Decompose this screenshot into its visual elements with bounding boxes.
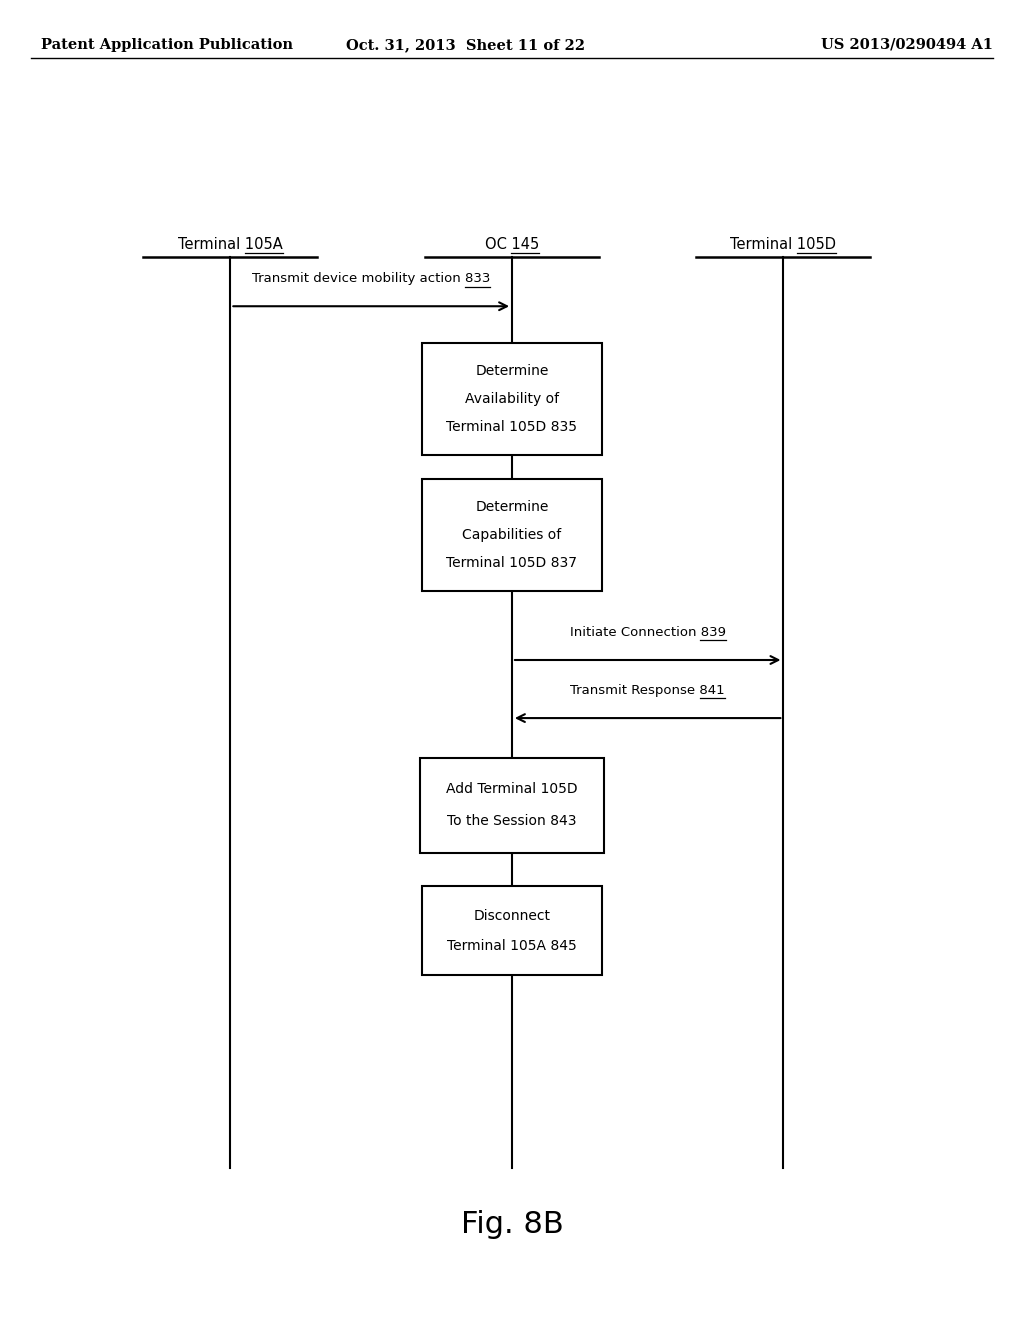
Bar (422, 886, 601, 975)
Text: Terminal 105D 837: Terminal 105D 837 (446, 556, 578, 570)
Text: Capabilities of: Capabilities of (463, 528, 561, 541)
Text: Terminal 105A 845: Terminal 105A 845 (447, 939, 577, 953)
Text: Transmit device mobility action 833: Transmit device mobility action 833 (252, 272, 490, 285)
Bar (422, 479, 601, 591)
Text: Determine: Determine (475, 499, 549, 513)
Text: To the Session 843: To the Session 843 (447, 814, 577, 828)
Text: Determine: Determine (475, 363, 549, 378)
Text: Transmit Response 841: Transmit Response 841 (570, 684, 725, 697)
Text: Add Terminal 105D: Add Terminal 105D (446, 783, 578, 796)
Text: Terminal 105A: Terminal 105A (178, 236, 283, 252)
Text: US 2013/0290494 A1: US 2013/0290494 A1 (821, 38, 993, 51)
Text: Initiate Connection 839: Initiate Connection 839 (569, 626, 726, 639)
Text: Terminal 105D: Terminal 105D (730, 236, 837, 252)
Text: Availability of: Availability of (465, 392, 559, 405)
Text: Fig. 8B: Fig. 8B (461, 1210, 563, 1239)
Text: Oct. 31, 2013  Sheet 11 of 22: Oct. 31, 2013 Sheet 11 of 22 (346, 38, 586, 51)
Text: Patent Application Publication: Patent Application Publication (41, 38, 293, 51)
Text: OC 145: OC 145 (485, 236, 539, 252)
Bar (422, 343, 601, 454)
Bar (420, 758, 604, 853)
Text: Terminal 105D 835: Terminal 105D 835 (446, 420, 578, 434)
Text: Disconnect: Disconnect (473, 908, 551, 923)
